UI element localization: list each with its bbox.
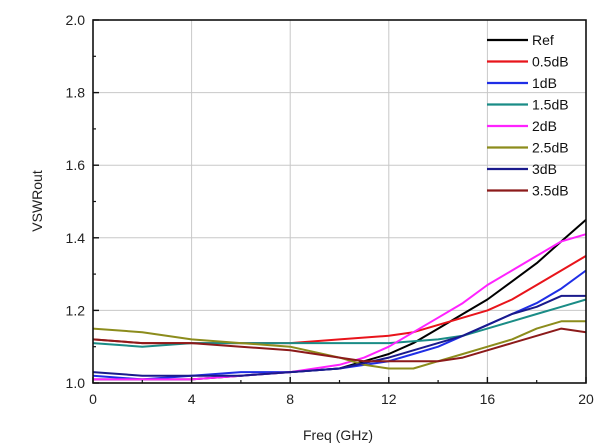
x-tick-label: 20 (578, 391, 594, 407)
legend-label: 1dB (532, 75, 557, 91)
series-line-0_5dB (92, 255, 587, 345)
legend-label: 2.5dB (532, 140, 569, 156)
legend-label: 3dB (532, 161, 557, 177)
legend-label: 2dB (532, 118, 557, 134)
y-tick-label: 1.6 (66, 157, 86, 173)
x-tick-label: 4 (188, 391, 196, 407)
plot-frame (92, 19, 587, 384)
axis-ticks (92, 19, 587, 384)
x-tick-label: 12 (381, 391, 397, 407)
x-axis-title: Freq (GHz) (303, 427, 373, 443)
series-line-2_5dB (92, 320, 586, 370)
x-tick-label: 0 (89, 391, 97, 407)
x-tick-label: 16 (480, 391, 496, 407)
series-line-3_5dB (92, 327, 587, 363)
tick-labels: 0 4 8 12 16 20 1.0 1.2 1.4 1.6 1.8 2.0 (66, 12, 594, 407)
y-tick-label: 1.8 (66, 85, 86, 101)
y-tick-label: 1.0 (66, 375, 86, 391)
y-axis-title: VSWRout (29, 170, 45, 232)
y-tick-label: 2.0 (66, 12, 86, 28)
legend-label: 1.5dB (532, 97, 569, 113)
series-line-1dB (92, 269, 587, 381)
x-tick-label: 8 (286, 391, 294, 407)
legend: Ref 0.5dB 1dB 1.5dB 2dB 2.5dB 3dB 3.5dB (487, 32, 569, 199)
y-tick-label: 1.4 (66, 230, 86, 246)
y-tick-label: 1.2 (66, 302, 86, 318)
legend-label: 3.5dB (532, 183, 569, 199)
series-lines (92, 218, 587, 381)
grid-lines (93, 20, 586, 383)
legend-label: 0.5dB (532, 54, 569, 70)
series-line-3dB (92, 294, 586, 377)
legend-label: Ref (532, 32, 554, 48)
series-line-2dB (93, 233, 587, 381)
